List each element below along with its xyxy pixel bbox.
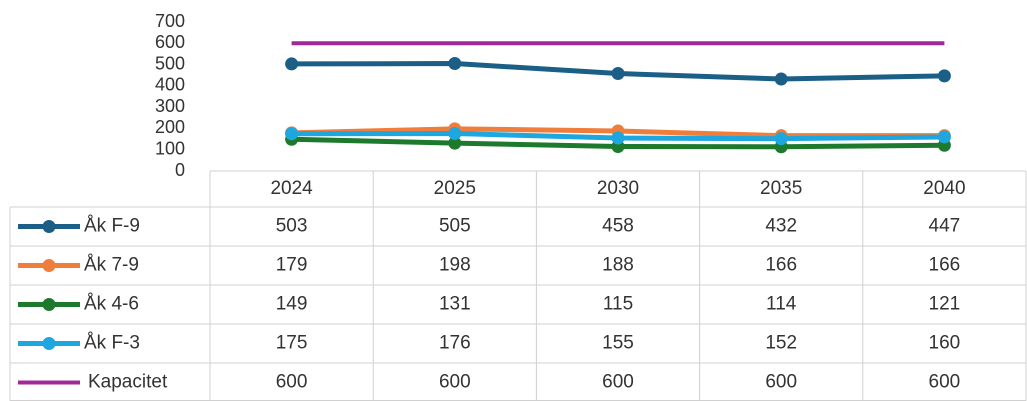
table-value: 505 xyxy=(439,216,471,237)
table-value: 176 xyxy=(439,333,471,354)
legend-label: Åk F-9 xyxy=(84,216,140,237)
table-value: 198 xyxy=(439,255,471,276)
y-tick-label: 700 xyxy=(155,11,185,31)
table-value: 114 xyxy=(766,294,797,315)
marker xyxy=(285,57,299,71)
x-tick-label: 2030 xyxy=(597,178,639,199)
x-tick-label: 2035 xyxy=(760,178,802,199)
table-value: 166 xyxy=(765,255,797,276)
legend-label: Åk F-3 xyxy=(84,333,140,354)
y-tick-label: 100 xyxy=(155,138,185,158)
table-value: 600 xyxy=(602,372,634,393)
marker xyxy=(774,132,788,146)
legend-marker xyxy=(42,298,56,311)
marker xyxy=(937,69,951,83)
table-value: 188 xyxy=(602,255,634,276)
table-value: 166 xyxy=(929,255,961,276)
table-value: 175 xyxy=(276,333,308,354)
marker xyxy=(937,130,951,144)
table-value: 432 xyxy=(765,216,797,237)
y-tick-label: 400 xyxy=(155,75,185,95)
table-value: 600 xyxy=(765,372,797,393)
table-value: 152 xyxy=(765,333,797,354)
legend-label: Åk 7-9 xyxy=(84,255,139,276)
table-value: 115 xyxy=(603,294,633,315)
table-value: 503 xyxy=(276,216,308,237)
x-tick-label: 2025 xyxy=(434,178,476,199)
y-tick-label: 600 xyxy=(155,32,185,52)
table-value: 600 xyxy=(929,372,961,393)
table-value: 155 xyxy=(602,333,634,354)
legend-marker xyxy=(42,220,56,233)
table-value: 458 xyxy=(602,216,634,237)
table-value: 121 xyxy=(929,294,961,315)
table-value: 600 xyxy=(276,372,308,393)
x-tick-label: 2024 xyxy=(270,178,313,199)
marker xyxy=(448,57,462,71)
legend-label: Kapacitet xyxy=(88,372,168,393)
table-value: 600 xyxy=(439,372,471,393)
y-tick-label: 200 xyxy=(155,117,185,137)
x-tick-label: 2040 xyxy=(923,178,965,199)
legend-label: Åk 4-6 xyxy=(84,294,139,315)
legend-marker xyxy=(42,259,56,272)
marker xyxy=(448,136,462,150)
y-tick-label: 500 xyxy=(155,53,185,73)
table-value: 160 xyxy=(929,333,961,354)
marker xyxy=(285,127,299,141)
marker xyxy=(448,127,462,141)
table-value: 179 xyxy=(276,255,308,276)
table-value: 149 xyxy=(276,294,308,315)
table-value: 131 xyxy=(439,294,471,315)
table-value: 447 xyxy=(929,216,961,237)
legend-marker xyxy=(42,337,56,350)
marker xyxy=(611,67,625,81)
marker xyxy=(611,131,625,145)
marker xyxy=(774,72,788,86)
y-tick-label: 300 xyxy=(155,96,185,116)
y-tick-label: 0 xyxy=(175,160,185,180)
